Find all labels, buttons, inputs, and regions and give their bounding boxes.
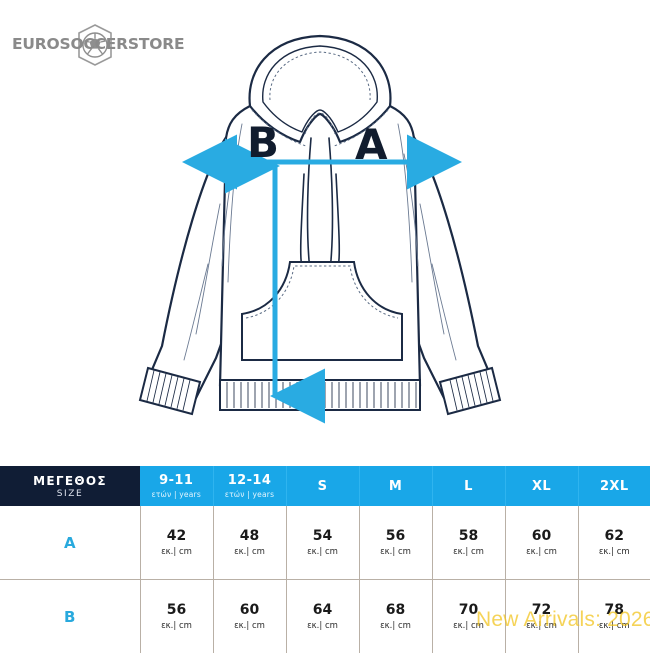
table-header-row: ΜΕΓΕΘΟΣ SIZE 9-11 ετών | years 12-14 ετώ… (0, 466, 650, 506)
column-label: 12-14 (214, 473, 286, 488)
table-row: A 42 εκ.| cm 48 εκ.| cm 54 εκ.| cm 56 εκ… (0, 506, 650, 580)
column-header-12-14: 12-14 ετών | years (213, 466, 286, 506)
cell-b-9-11: 56 εκ.| cm (140, 580, 213, 653)
column-header-m: M (359, 466, 432, 506)
cell-value: 54 (287, 528, 359, 544)
column-label: 2XL (579, 479, 650, 494)
cell-value: 64 (287, 602, 359, 618)
cell-unit: εκ.| cm (360, 621, 432, 631)
cell-value: 42 (141, 528, 213, 544)
width-measure-label: A (355, 124, 388, 166)
cell-a-l: 58 εκ.| cm (432, 506, 505, 580)
cell-unit: εκ.| cm (506, 547, 578, 557)
column-label: S (287, 479, 359, 494)
cell-value: 72 (506, 602, 578, 618)
cell-a-9-11: 42 εκ.| cm (140, 506, 213, 580)
column-header-s: S (286, 466, 359, 506)
column-unit: ετών | years (140, 490, 213, 499)
cell-b-s: 64 εκ.| cm (286, 580, 359, 653)
cell-unit: εκ.| cm (579, 621, 650, 631)
cell-unit: εκ.| cm (433, 621, 505, 631)
cell-unit: εκ.| cm (214, 621, 286, 631)
cell-value: 62 (579, 528, 650, 544)
column-header-9-11: 9-11 ετών | years (140, 466, 213, 506)
cell-unit: εκ.| cm (433, 547, 505, 557)
cell-value: 48 (214, 528, 286, 544)
cell-a-12-14: 48 εκ.| cm (213, 506, 286, 580)
column-label: M (360, 479, 432, 494)
row-label-a: A (0, 506, 140, 580)
size-header-greek: ΜΕΓΕΘΟΣ (0, 474, 140, 488)
cell-unit: εκ.| cm (141, 547, 213, 557)
cell-value: 56 (141, 602, 213, 618)
hem-ribbing (220, 380, 420, 410)
cell-unit: εκ.| cm (506, 621, 578, 631)
cell-value: 78 (579, 602, 650, 618)
cell-unit: εκ.| cm (579, 547, 650, 557)
cell-b-12-14: 60 εκ.| cm (213, 580, 286, 653)
table-row: B 56 εκ.| cm 60 εκ.| cm 64 εκ.| cm 68 εκ… (0, 580, 650, 653)
cell-a-m: 56 εκ.| cm (359, 506, 432, 580)
column-header-l: L (432, 466, 505, 506)
hoodie-illustration (100, 14, 540, 434)
size-header-english: SIZE (0, 489, 140, 499)
cell-a-s: 54 εκ.| cm (286, 506, 359, 580)
cell-unit: εκ.| cm (214, 547, 286, 557)
column-unit: ετών | years (214, 490, 286, 499)
size-header-cell: ΜΕΓΕΘΟΣ SIZE (0, 466, 140, 506)
column-label: XL (506, 479, 578, 494)
cell-value: 58 (433, 528, 505, 544)
cell-value: 70 (433, 602, 505, 618)
cell-value: 60 (214, 602, 286, 618)
column-header-xl: XL (505, 466, 578, 506)
cell-unit: εκ.| cm (287, 547, 359, 557)
cell-unit: εκ.| cm (141, 621, 213, 631)
column-label: 9-11 (140, 473, 213, 488)
cell-value: 60 (506, 528, 578, 544)
cell-value: 56 (360, 528, 432, 544)
cell-a-2xl: 62 εκ.| cm (578, 506, 650, 580)
cell-b-m: 68 εκ.| cm (359, 580, 432, 653)
column-header-2xl: 2XL (578, 466, 650, 506)
row-label-b: B (0, 580, 140, 653)
size-chart-table: ΜΕΓΕΘΟΣ SIZE 9-11 ετών | years 12-14 ετώ… (0, 466, 650, 653)
cell-unit: εκ.| cm (287, 621, 359, 631)
cell-b-xl: 72 εκ.| cm (505, 580, 578, 653)
cell-value: 68 (360, 602, 432, 618)
cell-b-2xl: 78 εκ.| cm (578, 580, 650, 653)
length-measure-label: B (247, 122, 279, 164)
cell-a-xl: 60 εκ.| cm (505, 506, 578, 580)
brand-name: EUROSOCCERSTORE (12, 35, 184, 53)
cell-b-l: 70 εκ.| cm (432, 580, 505, 653)
cell-unit: εκ.| cm (360, 547, 432, 557)
column-label: L (433, 479, 505, 494)
